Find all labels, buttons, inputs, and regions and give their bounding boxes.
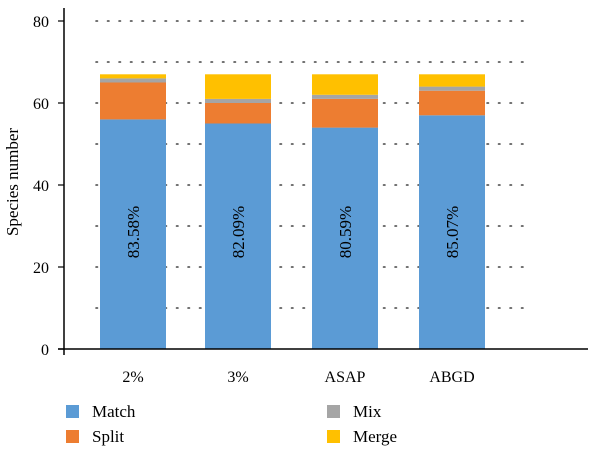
bars — [100, 74, 485, 350]
bar-segment-match — [312, 127, 378, 349]
legend-label-split: Split — [92, 427, 124, 446]
bar-segment-merge — [419, 74, 485, 87]
x-tick-label: ASAP — [325, 369, 366, 386]
legend-swatch-mix — [327, 405, 340, 418]
bar-segment-match — [100, 119, 166, 350]
y-tick-label: 40 — [33, 178, 49, 195]
y-axis-label: Species number — [3, 128, 22, 236]
bar-segment-mix — [312, 94, 378, 99]
bar-segment-split — [100, 82, 166, 120]
bar-segment-merge — [312, 74, 378, 95]
x-tick-label: 3% — [227, 369, 248, 386]
y-tick-label: 20 — [33, 260, 49, 277]
y-tick-label: 60 — [33, 96, 49, 113]
bar-segment-mix — [419, 86, 485, 91]
bar-percentage-label: 85.07% — [443, 206, 462, 258]
bar-segment-merge — [100, 74, 166, 79]
legend-label-match: Match — [92, 402, 136, 421]
bar-segment-split — [312, 98, 378, 128]
legend-swatch-match — [66, 405, 79, 418]
x-tick-label: ABGD — [429, 369, 474, 386]
bar-segment-match — [205, 123, 271, 349]
bar-segment-mix — [100, 78, 166, 83]
bar-percentage-label: 80.59% — [336, 206, 355, 258]
legend: Match Split Mix Merge — [66, 402, 397, 446]
legend-swatch-merge — [327, 430, 340, 443]
x-tick-labels: 2% 3% ASAP ABGD — [122, 369, 474, 386]
bar-annotations: 83.58% 82.09% 80.59% 85.07% — [124, 206, 462, 258]
y-tick-label: 80 — [33, 14, 49, 31]
bar-segment-split — [419, 90, 485, 116]
x-tick-label: 2% — [122, 369, 143, 386]
y-tick-label: 0 — [41, 342, 49, 359]
axes — [58, 8, 588, 355]
bar-segment-match — [419, 115, 485, 349]
bar-segment-mix — [205, 98, 271, 103]
bar-percentage-label: 83.58% — [124, 206, 143, 258]
legend-swatch-split — [66, 430, 79, 443]
bar-segment-merge — [205, 74, 271, 99]
legend-label-merge: Merge — [353, 427, 397, 446]
bar-segment-split — [205, 103, 271, 124]
legend-label-mix: Mix — [353, 402, 382, 421]
y-tick-labels: 0 20 40 60 80 — [33, 14, 64, 359]
bar-percentage-label: 82.09% — [229, 206, 248, 258]
